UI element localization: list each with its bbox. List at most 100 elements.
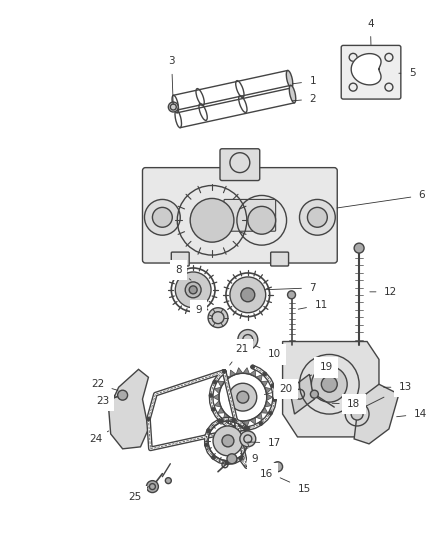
Ellipse shape xyxy=(286,70,293,88)
Circle shape xyxy=(225,461,229,465)
Circle shape xyxy=(240,431,256,447)
Circle shape xyxy=(227,454,237,464)
FancyBboxPatch shape xyxy=(271,252,289,266)
Polygon shape xyxy=(290,374,314,414)
Circle shape xyxy=(165,478,171,483)
Circle shape xyxy=(207,429,211,432)
Circle shape xyxy=(213,426,243,456)
FancyBboxPatch shape xyxy=(171,252,189,266)
Circle shape xyxy=(307,207,327,227)
Circle shape xyxy=(311,390,318,398)
Polygon shape xyxy=(218,407,225,413)
Polygon shape xyxy=(109,369,148,449)
Circle shape xyxy=(311,366,347,402)
Polygon shape xyxy=(243,420,250,427)
Text: 5: 5 xyxy=(399,68,415,78)
Circle shape xyxy=(212,407,215,411)
Circle shape xyxy=(251,365,254,369)
Circle shape xyxy=(229,383,257,411)
Circle shape xyxy=(272,398,276,402)
Polygon shape xyxy=(236,368,243,374)
Polygon shape xyxy=(261,407,268,413)
Circle shape xyxy=(263,372,267,376)
Polygon shape xyxy=(261,381,268,387)
Polygon shape xyxy=(250,417,256,424)
Text: 20: 20 xyxy=(265,384,293,394)
Text: 25: 25 xyxy=(129,487,148,502)
Polygon shape xyxy=(265,387,272,394)
Polygon shape xyxy=(214,387,221,394)
Circle shape xyxy=(208,308,228,328)
Circle shape xyxy=(146,481,159,492)
Circle shape xyxy=(248,206,276,234)
Circle shape xyxy=(145,199,180,235)
Circle shape xyxy=(152,207,172,227)
Text: 7: 7 xyxy=(265,283,316,293)
Polygon shape xyxy=(223,375,230,382)
Text: 16: 16 xyxy=(244,466,273,479)
Polygon shape xyxy=(214,401,221,407)
Text: 15: 15 xyxy=(280,478,311,494)
Text: 8: 8 xyxy=(175,265,191,280)
FancyBboxPatch shape xyxy=(224,199,276,231)
Circle shape xyxy=(246,426,250,431)
Circle shape xyxy=(118,390,127,400)
Polygon shape xyxy=(230,370,236,377)
FancyBboxPatch shape xyxy=(220,149,260,181)
Text: 17: 17 xyxy=(247,438,281,448)
Circle shape xyxy=(288,291,296,299)
Circle shape xyxy=(232,418,236,422)
Text: 3: 3 xyxy=(168,56,175,104)
Polygon shape xyxy=(266,394,273,401)
Text: 6: 6 xyxy=(337,190,425,208)
Circle shape xyxy=(205,443,208,447)
Circle shape xyxy=(222,435,234,447)
Circle shape xyxy=(146,417,150,421)
Text: 21: 21 xyxy=(230,344,248,365)
Polygon shape xyxy=(265,401,272,407)
Circle shape xyxy=(244,426,247,430)
Polygon shape xyxy=(256,375,262,382)
Text: 1: 1 xyxy=(292,76,316,86)
Circle shape xyxy=(213,380,217,384)
Polygon shape xyxy=(351,54,381,85)
Ellipse shape xyxy=(289,85,296,103)
Circle shape xyxy=(189,286,197,294)
Circle shape xyxy=(241,288,255,302)
Polygon shape xyxy=(230,417,236,424)
Circle shape xyxy=(209,393,213,398)
Text: 23: 23 xyxy=(96,395,115,406)
Polygon shape xyxy=(223,413,230,419)
Polygon shape xyxy=(218,381,225,387)
Circle shape xyxy=(238,329,258,350)
FancyBboxPatch shape xyxy=(142,168,337,263)
Circle shape xyxy=(230,277,266,313)
Circle shape xyxy=(271,384,275,388)
Text: 9: 9 xyxy=(248,444,258,464)
Circle shape xyxy=(237,391,249,403)
Circle shape xyxy=(351,408,363,420)
FancyBboxPatch shape xyxy=(341,45,401,99)
Circle shape xyxy=(259,422,263,425)
Text: 14: 14 xyxy=(397,409,427,419)
Polygon shape xyxy=(236,420,243,427)
Polygon shape xyxy=(250,370,256,377)
Circle shape xyxy=(239,457,243,461)
Polygon shape xyxy=(213,394,219,401)
Text: 10: 10 xyxy=(255,346,281,359)
Circle shape xyxy=(190,198,234,242)
Circle shape xyxy=(232,426,236,430)
Text: 22: 22 xyxy=(91,379,118,390)
Circle shape xyxy=(222,369,226,374)
Text: 13: 13 xyxy=(384,382,412,392)
Circle shape xyxy=(217,419,221,423)
Circle shape xyxy=(168,102,178,112)
Text: 4: 4 xyxy=(367,19,374,45)
Circle shape xyxy=(354,243,364,253)
Text: 11: 11 xyxy=(298,300,328,310)
Circle shape xyxy=(321,376,337,392)
Text: 12: 12 xyxy=(370,287,397,297)
Circle shape xyxy=(175,272,211,308)
Text: 2: 2 xyxy=(292,94,316,104)
Text: 9: 9 xyxy=(195,305,212,317)
